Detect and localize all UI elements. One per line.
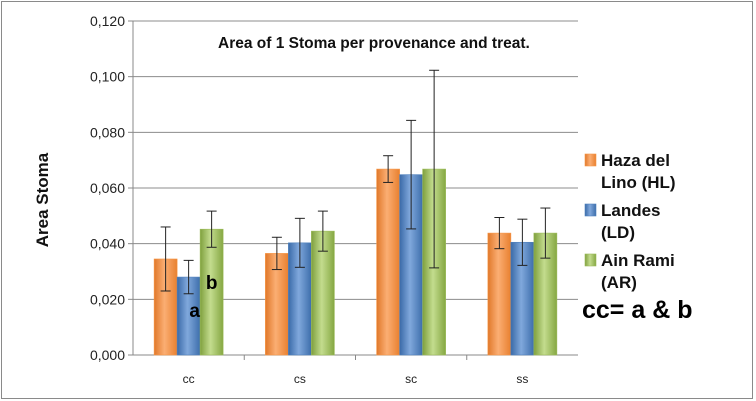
legend-label: Lino (HL) [601, 173, 676, 192]
y-tick-label: 0,020 [90, 291, 125, 307]
legend-label: Haza del [601, 151, 670, 170]
significance-note: cc= a & b [582, 296, 692, 324]
legend-swatch [584, 203, 597, 217]
legend-label: Ain Rami [601, 251, 675, 270]
y-tick-label: 0,120 [90, 13, 125, 29]
error-bar-cs-series-0 [271, 236, 282, 271]
annotation-a: a [189, 301, 200, 322]
x-tick-label-cs: cs [294, 372, 306, 386]
annotations: ab [189, 273, 217, 322]
y-tick-label: 0,040 [90, 236, 125, 252]
x-tick-label-ss: ss [516, 372, 528, 386]
legend-swatch [584, 153, 597, 167]
error-bar-sc-series-2 [429, 69, 440, 269]
error-bar-sc-series-1 [406, 119, 417, 230]
error-bar-sc-series-0 [383, 155, 394, 183]
annotation-b: b [206, 273, 218, 294]
legend-label: (LD) [601, 223, 635, 242]
error-bar-cc-series-0 [160, 226, 171, 292]
chart-title: Area of 1 Stoma per provenance and treat… [218, 35, 530, 52]
bar-ss-series-0 [487, 232, 512, 356]
legend-swatch [584, 253, 597, 267]
error-bar-ss-series-1 [517, 218, 528, 266]
error-bar-ss-series-0 [494, 217, 505, 250]
legend-label: Landes [601, 201, 661, 220]
error-bar-cs-series-1 [294, 217, 305, 268]
error-bar-cs-series-2 [317, 210, 328, 252]
legend-item-0: Haza del Lino (HL) [584, 151, 676, 192]
y-tick-labels: 0,000 0,020 0,040 0,060 0,080 0,100 0,120 [90, 13, 125, 363]
error-bar-ss-series-2 [540, 207, 551, 259]
bars [153, 168, 558, 356]
legend-label: (AR) [601, 273, 637, 292]
y-axis-label: Area Stoma [33, 152, 52, 247]
x-tick-labels: cc cs sc ss [183, 372, 529, 386]
error-bar-cc-series-1 [183, 259, 194, 295]
error-bar-cc-series-2 [206, 210, 217, 248]
error-bars [160, 69, 551, 295]
legend-item-2: Ain Rami (AR) [584, 251, 675, 292]
y-tick-label: 0,060 [90, 180, 125, 196]
y-tick-label: 0,100 [90, 69, 125, 85]
y-tick-label: 0,000 [90, 347, 125, 363]
bar-sc-series-0 [376, 168, 400, 356]
x-tick-label-sc: sc [405, 372, 417, 386]
legend: Haza del Lino (HL) Landes (LD) Ain Rami (AR) [584, 151, 676, 292]
y-tick-label: 0,080 [90, 124, 125, 140]
legend-item-1: Landes (LD) [584, 201, 661, 242]
x-tick-label-cc: cc [183, 372, 195, 386]
